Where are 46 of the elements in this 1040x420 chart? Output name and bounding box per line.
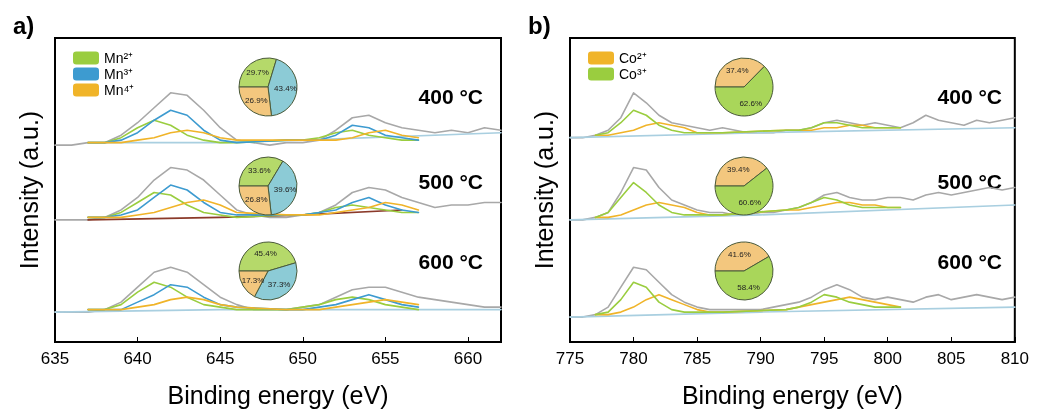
legend-label: Mn⁴⁺ xyxy=(104,82,135,98)
annotation: 600 °C xyxy=(418,250,483,273)
data-label: 37.4% xyxy=(725,66,749,76)
data-label: 17.3% xyxy=(241,275,265,285)
x-axis-title: Binding energy (eV) xyxy=(167,380,389,409)
x-tick-label: 635 xyxy=(40,349,70,368)
x-tick-label: 650 xyxy=(288,349,317,368)
data-label: 41.6% xyxy=(728,249,751,259)
legend-label: Mn²⁺ xyxy=(104,50,134,66)
chart-title: b) xyxy=(528,11,551,39)
x-tick-label: 800 xyxy=(873,349,902,368)
annotation: 500 °C xyxy=(418,170,483,193)
legend-label: Mn³⁺ xyxy=(104,66,134,82)
data-label: 26.9% xyxy=(245,95,268,105)
y-axis-title: Intensity (a.u.) xyxy=(529,110,558,270)
data-label: 29.7% xyxy=(246,68,269,78)
x-tick-label: 640 xyxy=(123,349,152,368)
annotation: 500 °C xyxy=(937,170,1002,193)
annotation: 400 °C xyxy=(418,85,483,108)
legend-label: Co²⁺ xyxy=(619,50,647,66)
x-axis-title: Binding energy (eV) xyxy=(681,380,903,409)
x-tick-label: 790 xyxy=(746,349,775,368)
data-label: 37.3% xyxy=(267,280,291,290)
x-tick-label: 795 xyxy=(809,349,839,368)
y-axis-title: Intensity (a.u.) xyxy=(14,110,43,270)
x-tick-label: 775 xyxy=(555,349,585,368)
chart-title: a) xyxy=(13,11,35,39)
annotation: 600 °C xyxy=(937,250,1002,273)
data-label: 33.6% xyxy=(248,166,271,176)
data-label: 58.4% xyxy=(737,283,760,293)
annotation: 400 °C xyxy=(937,85,1002,108)
x-tick-label: 645 xyxy=(206,349,235,368)
x-tick-label: 655 xyxy=(371,349,400,368)
x-tick-label: 810 xyxy=(1000,349,1030,368)
data-label: 39.6% xyxy=(273,185,297,195)
x-tick-label: 805 xyxy=(937,349,966,368)
x-tick-label: 780 xyxy=(619,349,648,368)
legend-label: Co³⁺ xyxy=(619,66,647,82)
x-tick-label: 660 xyxy=(453,349,483,368)
data-label: 39.4% xyxy=(726,164,750,174)
data-label: 43.4% xyxy=(274,84,297,94)
x-tick-label: 785 xyxy=(682,349,712,368)
data-label: 60.6% xyxy=(738,198,762,208)
data-label: 26.8% xyxy=(245,194,268,204)
data-label: 62.6% xyxy=(739,98,763,108)
data-label: 45.4% xyxy=(254,249,277,259)
